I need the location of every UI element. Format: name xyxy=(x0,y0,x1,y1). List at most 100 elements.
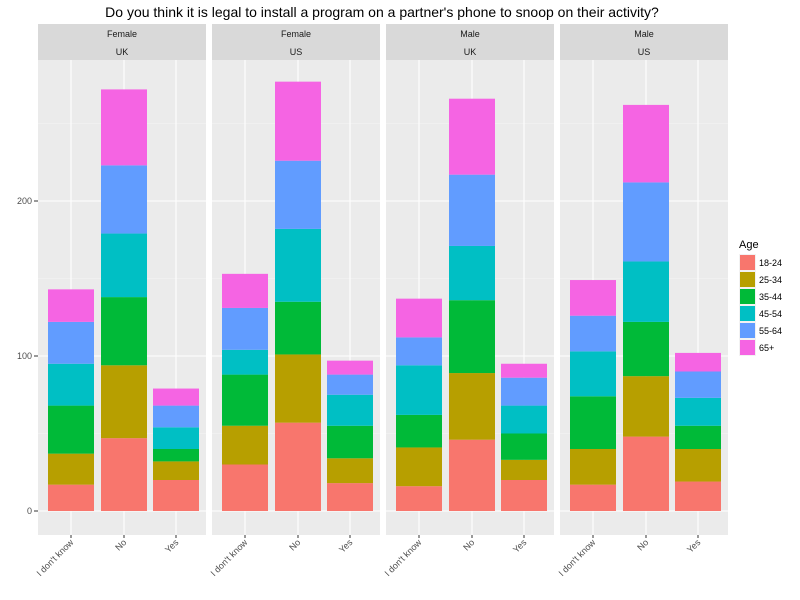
bar-segment-45-54 xyxy=(101,233,147,298)
facet-strip-label: US xyxy=(638,47,651,57)
bar-segment-65+ xyxy=(396,298,442,338)
legend-label: 65+ xyxy=(759,343,774,353)
legend-label: 45-54 xyxy=(759,309,782,319)
bar-segment-35-44 xyxy=(396,414,442,448)
bar-segment-25-34 xyxy=(623,376,669,437)
bar-segment-35-44 xyxy=(449,300,495,374)
bar-segment-55-64 xyxy=(101,165,147,234)
bar-segment-35-44 xyxy=(570,396,616,449)
legend-swatch-18-24 xyxy=(740,255,755,270)
bar-segment-25-34 xyxy=(153,461,199,480)
bar-segment-25-34 xyxy=(48,453,94,485)
bar-segment-55-64 xyxy=(675,371,721,398)
x-tick-label: No xyxy=(461,537,476,552)
bar-segment-65+ xyxy=(222,273,268,308)
bar-segment-65+ xyxy=(623,104,669,183)
facet-strip-label: UK xyxy=(464,47,477,57)
bar-segment-55-64 xyxy=(275,160,321,229)
bar-segment-25-34 xyxy=(449,373,495,440)
bar-segment-55-64 xyxy=(222,307,268,350)
bar-segment-65+ xyxy=(570,280,616,316)
facet-strip-label: Female xyxy=(107,29,137,39)
bar-segment-55-64 xyxy=(570,315,616,352)
bar-segment-25-34 xyxy=(275,354,321,423)
bar-segment-45-54 xyxy=(153,427,199,449)
legend-swatch-35-44 xyxy=(740,289,755,304)
legend-swatch-55-64 xyxy=(740,323,755,338)
bar-segment-18-24 xyxy=(570,484,616,511)
bar-segment-45-54 xyxy=(623,261,669,322)
bar-segment-45-54 xyxy=(501,405,547,434)
bar-segment-25-34 xyxy=(570,449,616,485)
bar-segment-18-24 xyxy=(623,436,669,511)
bar-segment-18-24 xyxy=(449,439,495,511)
bar-segment-25-34 xyxy=(101,365,147,439)
x-tick-label: No xyxy=(113,537,128,552)
bar-segment-25-34 xyxy=(222,425,268,465)
facet-strip-label: US xyxy=(290,47,303,57)
facet-panel: Female US I don't know No Yes xyxy=(209,24,380,578)
bar-segment-25-34 xyxy=(396,447,442,487)
bar-segment-45-54 xyxy=(48,363,94,406)
bar-segment-65+ xyxy=(501,363,547,378)
y-tick-label: 100 xyxy=(17,351,32,361)
bar-segment-45-54 xyxy=(396,365,442,415)
bar-segment-55-64 xyxy=(48,321,94,364)
facet-strip-label: UK xyxy=(116,47,129,57)
bar-segment-65+ xyxy=(675,352,721,372)
x-tick-label: I don't know xyxy=(383,537,424,578)
bar-segment-55-64 xyxy=(327,374,373,395)
facet-strip xyxy=(560,24,728,60)
facet-panel: Male US I don't know No Yes xyxy=(557,24,728,578)
bar-segment-35-44 xyxy=(48,405,94,454)
facet-panels: Female UK I don't know No Yes Female US I don't… xyxy=(35,24,728,578)
x-tick-label: Yes xyxy=(163,537,181,555)
bar-segment-25-34 xyxy=(327,458,373,484)
bar-segment-45-54 xyxy=(222,349,268,375)
legend: Age 18-24 25-34 35-44 45-54 55-64 65+ xyxy=(739,239,782,356)
bar-segment-65+ xyxy=(449,98,495,175)
bar-segment-45-54 xyxy=(327,394,373,426)
bar-segment-18-24 xyxy=(48,484,94,511)
bar-segment-35-44 xyxy=(101,297,147,366)
bar-segment-35-44 xyxy=(501,433,547,460)
x-tick-label: Yes xyxy=(685,537,703,555)
x-tick-label: Yes xyxy=(511,537,529,555)
bar-segment-25-34 xyxy=(675,449,721,482)
bar-segment-35-44 xyxy=(222,374,268,426)
facet-panel: Male UK I don't know No Yes xyxy=(383,24,554,578)
x-tick-label: I don't know xyxy=(35,537,76,578)
legend-swatch-45-54 xyxy=(740,306,755,321)
facet-panel: Female UK I don't know No Yes xyxy=(35,24,206,578)
bar-segment-65+ xyxy=(275,81,321,161)
bar-segment-18-24 xyxy=(675,481,721,511)
facet-strip xyxy=(212,24,380,60)
chart-title: Do you think it is legal to install a pr… xyxy=(105,4,659,20)
bar-segment-45-54 xyxy=(570,351,616,397)
bar-segment-18-24 xyxy=(153,480,199,511)
y-axis: 0 100 200 xyxy=(17,196,38,516)
bar-segment-55-64 xyxy=(501,377,547,406)
bar-segment-55-64 xyxy=(396,337,442,366)
bar-segment-45-54 xyxy=(675,397,721,426)
bar-segment-55-64 xyxy=(449,174,495,246)
facet-strip xyxy=(38,24,206,60)
bar-segment-65+ xyxy=(153,388,199,406)
legend-label: 18-24 xyxy=(759,258,782,268)
x-tick-label: No xyxy=(635,537,650,552)
x-tick-label: No xyxy=(287,537,302,552)
bar-segment-35-44 xyxy=(623,321,669,377)
bar-segment-45-54 xyxy=(449,245,495,301)
bar-segment-25-34 xyxy=(501,459,547,480)
x-tick-label: I don't know xyxy=(209,537,250,578)
bar-segment-65+ xyxy=(101,89,147,166)
bar-segment-65+ xyxy=(48,289,94,322)
legend-label: 35-44 xyxy=(759,292,782,302)
bar-segment-18-24 xyxy=(396,486,442,511)
bar-segment-35-44 xyxy=(327,425,373,459)
facet-strip-label: Male xyxy=(634,29,654,39)
bar-segment-18-24 xyxy=(222,464,268,511)
legend-label: 25-34 xyxy=(759,275,782,285)
bar-segment-18-24 xyxy=(275,422,321,511)
